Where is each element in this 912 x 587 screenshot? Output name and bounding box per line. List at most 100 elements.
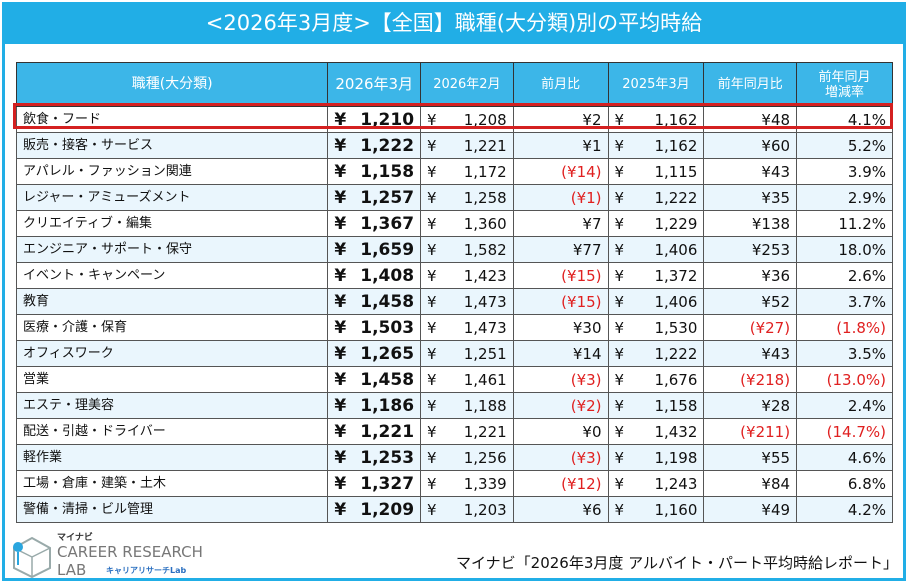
cell-value: 1,229 (654, 214, 698, 233)
cell-value: 1,432 (654, 422, 698, 441)
cell-value: ¥30 (572, 318, 602, 337)
table-row: 工場・倉庫・建築・土木 ¥1,327 ¥1,339 (¥12) ¥1,243 ¥84 6.8… (15, 470, 893, 497)
cell-value: 18.0% (838, 240, 886, 259)
cell-value: (¥211) (740, 422, 791, 441)
mar26-cell: ¥1,458 (327, 288, 422, 315)
cell-value: 1,265 (360, 343, 415, 364)
feb26-cell: ¥1,473 (420, 288, 514, 315)
cell-value: 1,458 (360, 369, 415, 390)
cell-value: (¥27) (749, 318, 791, 337)
mom-cell: ¥77 (512, 236, 609, 263)
cell-value: 1,406 (654, 240, 698, 259)
cell-value: 教育 (23, 293, 50, 309)
logo-line3: キャリアリサーチLab (106, 566, 187, 575)
table-row: 医療・介護・保育 ¥1,503 ¥1,473 ¥30 ¥1,530 (¥27) (1.8%) (15, 314, 893, 341)
mar25-cell: ¥1,115 (607, 158, 705, 185)
mom-cell: (¥1) (512, 184, 609, 211)
career-research-lab-logo: マイナビ CAREER RESEARCH LAB キャリアリサーチLab (10, 533, 230, 581)
mar25-cell: ¥1,432 (607, 418, 705, 445)
source-caption: マイナビ「2026年3月度 アルバイト・パート平均時給レポート」 (455, 554, 898, 572)
yen-symbol: ¥ (427, 188, 437, 207)
cell-value: (¥12) (561, 474, 602, 493)
yoy-cell: ¥36 (703, 262, 798, 289)
yen-symbol: ¥ (427, 240, 437, 259)
cell-value: 1,186 (360, 395, 415, 416)
yen-symbol: ¥ (427, 344, 437, 363)
yoy-rate-cell: 3.5% (796, 340, 893, 367)
mom-cell: (¥15) (512, 288, 609, 315)
yoy-rate-cell: (13.0%) (796, 366, 893, 393)
occupation-cell: 医療・介護・保育 (15, 314, 329, 341)
mar25-cell: ¥1,158 (607, 392, 705, 419)
cell-value: 1,582 (463, 240, 507, 259)
yoy-rate-cell: 18.0% (796, 236, 893, 263)
cell-value: 1,257 (360, 187, 415, 208)
table-row: 軽作業 ¥1,253 ¥1,256 (¥3) ¥1,198 ¥55 4.6% (15, 444, 893, 471)
yoy-cell: ¥84 (703, 470, 798, 497)
feb26-cell: ¥1,473 (420, 314, 514, 341)
yen-symbol: ¥ (427, 500, 437, 519)
occupation-cell: 軽作業 (15, 444, 329, 471)
mar26-cell: ¥1,210 (327, 106, 422, 133)
table-row: イベント・キャンペーン ¥1,408 ¥1,423 (¥15) ¥1,372 ¥36 2.6… (15, 262, 893, 289)
yen-symbol: ¥ (334, 421, 347, 442)
cell-value: 販売・接客・サービス (23, 137, 154, 153)
cell-value: ¥28 (761, 396, 791, 415)
cell-value: 1,659 (360, 239, 415, 260)
yen-symbol: ¥ (614, 110, 625, 129)
page-title: <2026年3月度>【全国】職種(大分類)別の平均時給 (2, 2, 906, 44)
mom-cell: ¥6 (512, 496, 609, 523)
cell-value: クリエイティブ・編集 (23, 215, 152, 231)
cell-value: ¥253 (751, 240, 791, 259)
mom-cell: (¥15) (512, 262, 609, 289)
cell-value: 1,676 (654, 370, 698, 389)
yoy-rate-cell: 5.2% (796, 132, 893, 159)
feb26-cell: ¥1,461 (420, 366, 514, 393)
cell-value: 5.2% (847, 136, 886, 155)
cell-value: 1,253 (360, 447, 415, 468)
mom-cell: (¥14) (512, 158, 609, 185)
occupation-cell: 飲食・フード (15, 106, 329, 133)
cell-value: 1,256 (463, 448, 507, 467)
table-row: 販売・接客・サービス ¥1,222 ¥1,221 ¥1 ¥1,162 ¥60 5.2% (15, 132, 893, 159)
mar25-cell: ¥1,676 (607, 366, 705, 393)
yoy-rate-cell: 11.2% (796, 210, 893, 237)
cell-value: 1,160 (654, 500, 698, 519)
header-yoy-rate: 前年同月 増減率 (796, 62, 893, 107)
yoy-cell: ¥28 (703, 392, 798, 419)
cell-value: 1,162 (654, 110, 698, 129)
yen-symbol: ¥ (614, 162, 625, 181)
yen-symbol: ¥ (614, 136, 625, 155)
cell-value: 1,158 (360, 161, 415, 182)
logo-line1: CAREER RESEARCH (57, 543, 203, 561)
cell-value: 1,458 (360, 291, 415, 312)
yoy-rate-cell: (14.7%) (796, 418, 893, 445)
mar26-cell: ¥1,186 (327, 392, 422, 419)
cell-value: ¥55 (761, 448, 791, 467)
cell-value: 工場・倉庫・建築・土木 (23, 475, 167, 491)
feb26-cell: ¥1,188 (420, 392, 514, 419)
cell-value: 1,221 (463, 422, 507, 441)
cell-value: 4.6% (847, 448, 886, 467)
cell-value: 1,172 (463, 162, 507, 181)
table-row: 営業 ¥1,458 ¥1,461 (¥3) ¥1,676 (¥218) (13.0%) (15, 366, 893, 393)
cell-value: 3.9% (847, 162, 886, 181)
occupation-cell: クリエイティブ・編集 (15, 210, 329, 237)
cell-value: 1,473 (463, 292, 507, 311)
cell-value: 4.2% (847, 500, 886, 519)
mom-cell: ¥1 (512, 132, 609, 159)
cell-value: ¥49 (761, 500, 791, 519)
yoy-cell: (¥218) (703, 366, 798, 393)
yoy-rate-cell: 6.8% (796, 470, 893, 497)
yen-symbol: ¥ (334, 161, 347, 182)
yoy-rate-cell: 4.2% (796, 496, 893, 523)
cell-value: ¥2 (582, 110, 602, 129)
cell-value: 1,251 (463, 344, 507, 363)
header-occupation: 職種(大分類) (15, 62, 329, 107)
yoy-cell: ¥43 (703, 158, 798, 185)
cell-value: 1,423 (463, 266, 507, 285)
mom-cell: (¥3) (512, 444, 609, 471)
cell-value: 1,406 (654, 292, 698, 311)
yen-symbol: ¥ (614, 422, 625, 441)
cell-value: ¥43 (761, 162, 791, 181)
